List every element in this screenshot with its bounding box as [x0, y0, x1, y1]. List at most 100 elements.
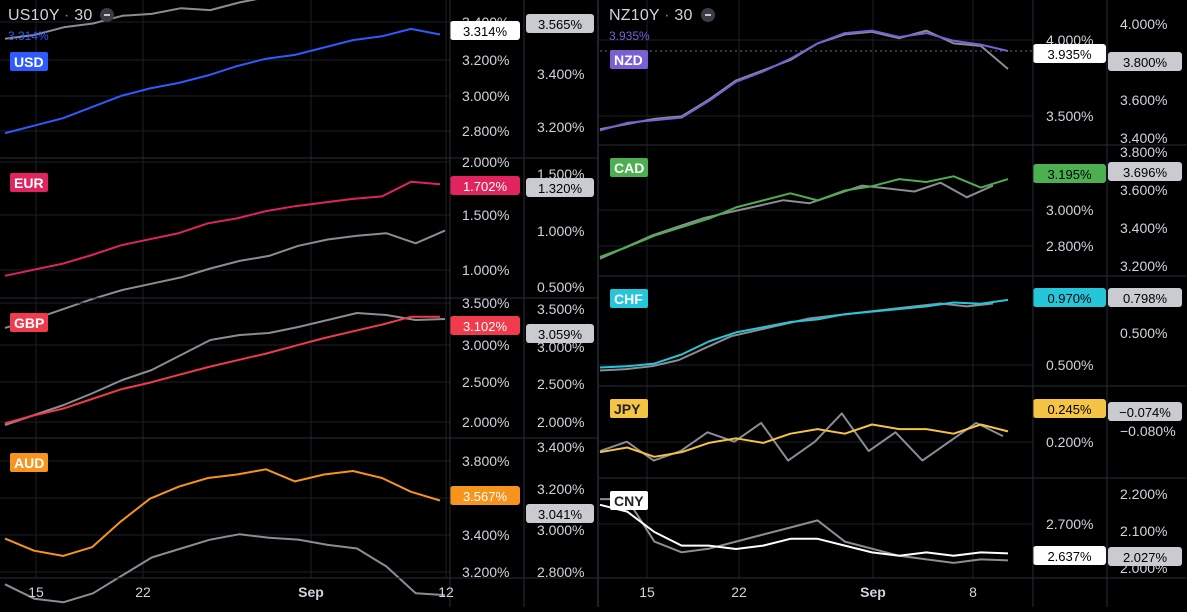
- right-x-tick: 15: [639, 584, 655, 600]
- right-x-tick: 22: [731, 584, 747, 600]
- left-gbp-tag-compare-bg: [526, 324, 594, 343]
- right-symbol: NZ10Y: [609, 7, 660, 24]
- right-cad-tag-compare-bg: [1108, 162, 1182, 181]
- right-jpy-tag-primary-bg: [1033, 399, 1106, 418]
- left-gbp-label-bg: [10, 313, 48, 332]
- right-chf-label: CHF: [614, 291, 643, 307]
- left-gbp-axis2-label: 3.500%: [537, 301, 584, 317]
- right-chf-primary-line: [599, 298, 1009, 369]
- left-aud-tag-primary-bg: [450, 486, 520, 505]
- right-cny-axis2-label: 2.100%: [1120, 523, 1167, 539]
- right-cad-tag-primary-bg: [1033, 164, 1106, 183]
- right-chf-label-bg: [610, 289, 648, 308]
- left-usd-axis1-label: 2.800%: [462, 123, 509, 139]
- left-eur-label: EUR: [14, 175, 44, 191]
- left-gbp-label: GBP: [14, 315, 44, 331]
- right-chf-tag-primary-bg: [1033, 288, 1106, 307]
- right-cad-axis2-label: 3.400%: [1120, 220, 1167, 236]
- right-cad-compare-line: [599, 181, 994, 260]
- left-aud-tag-compare: 3.041%: [538, 507, 583, 522]
- right-cny-label: CNY: [614, 493, 644, 509]
- right-chf-axis2-label: 0.500%: [1120, 325, 1167, 341]
- left-eur-axis1-label: 1.000%: [462, 262, 509, 278]
- right-interval: 30: [674, 7, 693, 24]
- right-cad-tag-primary: 3.195%: [1047, 167, 1092, 182]
- right-cad-axis2-label: 3.600%: [1120, 182, 1167, 198]
- right-cny-tag-compare-bg: [1108, 547, 1182, 566]
- right-nzd-tag-compare-bg: [1108, 52, 1182, 71]
- left-aud-label-bg: [10, 453, 48, 472]
- right-chf-axis1-label: 0.500%: [1046, 357, 1093, 373]
- right-x-tick: 8: [969, 584, 977, 600]
- left-usd-tag-compare-bg: [526, 14, 594, 33]
- left-aud-axis2-label: 3.400%: [537, 439, 584, 455]
- right-cad-primary-line: [599, 175, 1009, 258]
- left-eur-primary-line: [4, 180, 441, 277]
- right-nzd-tag-primary-bg: [1033, 44, 1106, 63]
- left-eur-tag-primary: 1.702%: [463, 179, 508, 194]
- left-aud-axis1-label: 3.400%: [462, 527, 509, 543]
- right-nzd-axis2-label: 3.600%: [1120, 92, 1167, 108]
- right-nzd-axis2-label: 3.400%: [1120, 130, 1167, 146]
- left-aud-primary-line: [4, 468, 441, 557]
- right-nzd-label: NZD: [614, 52, 643, 68]
- right-jpy-compare-line: [599, 412, 1004, 462]
- left-usd-label: USD: [14, 54, 44, 70]
- right-jpy-label: JPY: [614, 401, 641, 417]
- left-x-tick: 15: [28, 584, 44, 600]
- right-last-value: 3.935%: [609, 29, 650, 43]
- right-cny-compare-line: [600, 498, 1009, 564]
- left-usd-tag-primary-bg: [450, 21, 520, 40]
- right-cny-tag-compare: 2.027%: [1123, 550, 1168, 565]
- left-header: US10Y · 30: [8, 7, 115, 25]
- left-aud-axis2-label: 3.200%: [537, 481, 584, 497]
- right-cad-axis2-label: 3.200%: [1120, 258, 1167, 274]
- left-aud-tag-primary: 3.567%: [463, 489, 508, 504]
- right-cad-axis2-label: 3.800%: [1120, 144, 1167, 160]
- left-gbp-axis2-label: 2.500%: [537, 376, 584, 392]
- left-eur-axis1-label: 1.500%: [462, 207, 509, 223]
- left-symbol: US10Y: [8, 7, 60, 24]
- left-aud-compare-line: [4, 533, 446, 604]
- right-menu-icon[interactable]: [700, 8, 715, 22]
- left-usd-axis1-label: 3.200%: [462, 52, 509, 68]
- left-aud-axis2-label: 3.000%: [537, 522, 584, 538]
- left-usd-label-bg: [10, 52, 48, 71]
- left-interval: 30: [74, 7, 93, 24]
- left-eur-axis2-label: 1.000%: [537, 223, 584, 239]
- right-nzd-tag-primary: 3.935%: [1047, 47, 1092, 62]
- left-last-value: 3.314%: [8, 29, 49, 43]
- right-nzd-axis2-label: 4.000%: [1120, 16, 1167, 32]
- left-gbp-tag-primary: 3.102%: [463, 319, 508, 334]
- left-usd-primary-line: [4, 27, 441, 135]
- left-eur-tag-compare: 1.320%: [538, 181, 583, 196]
- right-cad-axis1-label: 2.800%: [1046, 238, 1093, 254]
- left-eur-tag-compare-bg: [526, 178, 594, 197]
- left-gbp-axis2-label: 2.000%: [537, 414, 584, 430]
- left-gbp-axis1-label: 2.500%: [462, 374, 509, 390]
- left-eur-tag-primary-bg: [450, 176, 520, 195]
- right-chf-tag-compare: 0.798%: [1123, 291, 1168, 306]
- right-cny-primary-line: [599, 503, 1009, 557]
- right-cny-tag-primary-bg: [1033, 546, 1106, 565]
- left-usd-axis1-label: 3.000%: [462, 88, 509, 104]
- left-usd-axis2-label: 3.200%: [537, 119, 584, 135]
- left-aud-label: AUD: [14, 455, 44, 471]
- left-eur-axis2-label: 0.500%: [537, 279, 584, 295]
- left-usd-axis2-label: 3.400%: [537, 66, 584, 82]
- left-aud-tag-compare-bg: [526, 504, 594, 523]
- left-gbp-axis1-label: 2.000%: [462, 414, 509, 430]
- left-gbp-compare-line: [4, 312, 446, 426]
- left-gbp-axis1-label: 3.000%: [462, 337, 509, 353]
- right-nzd-primary-line: [599, 29, 1009, 132]
- right-nzd-tag-compare: 3.800%: [1123, 55, 1168, 70]
- left-eur-label-bg: [10, 173, 48, 192]
- left-menu-icon[interactable]: [100, 8, 115, 22]
- left-x-tick: Sep: [298, 584, 324, 600]
- right-jpy-tag-compare-bg: [1108, 402, 1182, 421]
- left-usd-tag-primary: 3.314%: [463, 24, 508, 39]
- right-chf-tag-compare-bg: [1108, 288, 1182, 307]
- right-jpy-primary-line: [599, 423, 1009, 458]
